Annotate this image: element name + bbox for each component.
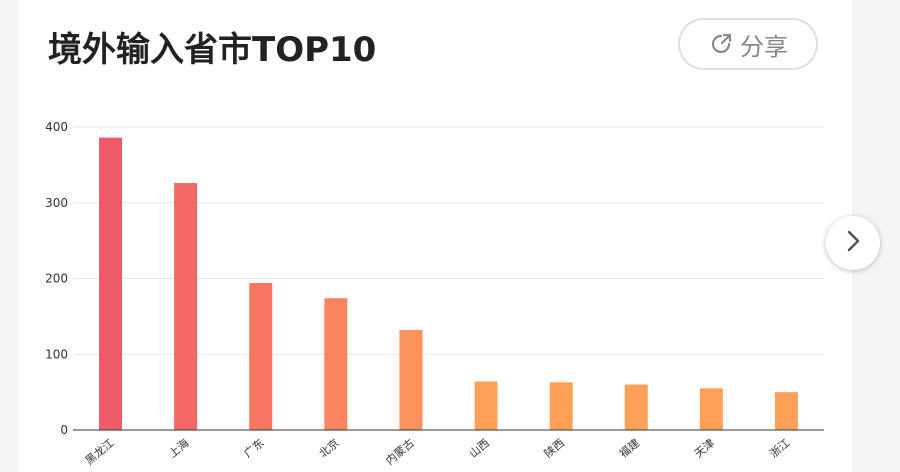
x-tick-label: 北京 <box>316 436 342 461</box>
page-title: 境外输入省市TOP10 <box>48 30 377 70</box>
x-tick-label: 山西 <box>467 436 492 460</box>
x-tick-label: 浙江 <box>767 436 792 460</box>
y-tick-label: 0 <box>60 423 68 437</box>
x-tick-label: 上海 <box>166 436 192 461</box>
y-tick-label: 300 <box>45 196 68 210</box>
x-tick-label: 陕西 <box>541 436 567 461</box>
share-label: 分享 <box>740 32 788 61</box>
bar <box>174 183 198 430</box>
chevron-right-icon <box>841 229 865 257</box>
x-tick-label: 内蒙古 <box>383 436 417 468</box>
x-tick-label: 福建 <box>616 436 642 461</box>
y-axis-ticks: 0 100 200 300 400 <box>45 120 68 437</box>
bar <box>699 388 723 430</box>
bar <box>249 283 273 430</box>
x-tick-label: 黑龙江 <box>83 436 117 467</box>
bars <box>99 137 798 431</box>
bar <box>99 137 123 431</box>
y-tick-label: 100 <box>45 347 68 361</box>
y-tick-label: 200 <box>45 272 68 286</box>
bar <box>324 298 348 430</box>
x-tick-label: 天津 <box>692 436 717 460</box>
share-button[interactable]: 分享 <box>678 18 818 70</box>
bar <box>774 392 798 430</box>
bar <box>549 382 573 430</box>
share-arrow-icon <box>708 31 734 57</box>
bar <box>474 381 498 430</box>
grid-lines <box>73 126 824 355</box>
bar <box>624 384 648 430</box>
x-axis-labels: 黑龙江 上海 广东 北京 内蒙古 山西 陕西 福建 天津 浙江 <box>83 436 793 468</box>
y-tick-label: 400 <box>45 120 68 134</box>
bar <box>399 330 423 430</box>
x-tick-label: 广东 <box>241 436 266 460</box>
next-chart-button[interactable] <box>826 216 880 270</box>
